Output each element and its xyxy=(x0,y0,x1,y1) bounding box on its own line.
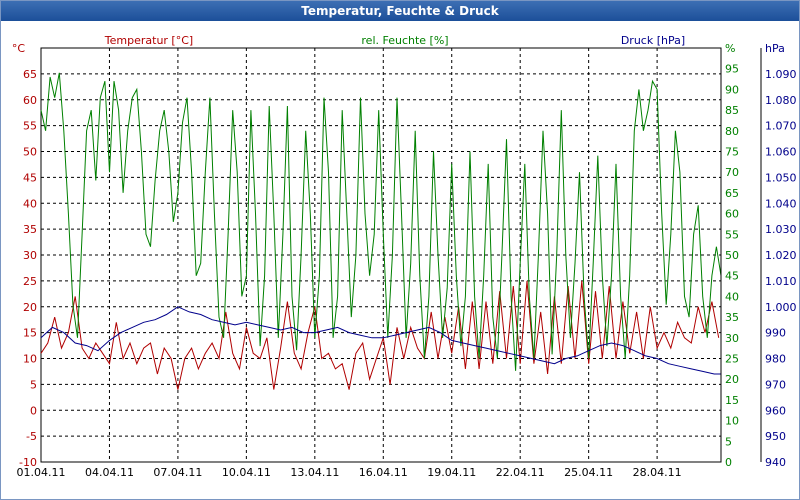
grid xyxy=(41,48,721,462)
x-tick-label: 01.04.11 xyxy=(17,466,66,479)
temperature-tick-label: -10 xyxy=(19,456,37,469)
x-tick-label: 13.04.11 xyxy=(290,466,339,479)
temperature-tick-label: 20 xyxy=(23,301,37,314)
pressure-tick-label: 970 xyxy=(765,378,786,391)
humidity-tick-label: 90 xyxy=(725,83,739,96)
x-tick-label: 28.04.11 xyxy=(633,466,682,479)
humidity-tick-label: 10 xyxy=(725,415,739,428)
pressure-tick-label: 1.000 xyxy=(765,301,797,314)
humidity-tick-label: 0 xyxy=(725,456,732,469)
humidity-tick-label: 65 xyxy=(725,187,739,200)
humidity-tick-label: 15 xyxy=(725,394,739,407)
pressure-tick-label: 1.050 xyxy=(765,171,797,184)
pressure-tick-label: 990 xyxy=(765,327,786,340)
pressure-tick-label: 980 xyxy=(765,353,786,366)
pressure-tick-label: 1.090 xyxy=(765,68,797,81)
humidity-tick-label: 75 xyxy=(725,146,739,159)
pressure-tick-label: 960 xyxy=(765,404,786,417)
pressure-tick-label: 1.030 xyxy=(765,223,797,236)
temperature-tick-label: 10 xyxy=(23,353,37,366)
humidity-tick-label: 40 xyxy=(725,290,739,303)
humidity-tick-label: 60 xyxy=(725,208,739,221)
x-tick-label: 10.04.11 xyxy=(222,466,271,479)
pressure-unit: hPa xyxy=(765,42,785,55)
x-tick-label: 16.04.11 xyxy=(359,466,408,479)
humidity-tick-label: 80 xyxy=(725,125,739,138)
temperature-tick-label: 30 xyxy=(23,249,37,262)
humidity-tick-label: 50 xyxy=(725,249,739,262)
window-title: Temperatur, Feuchte & Druck xyxy=(1,1,799,21)
temperature-tick-label: 65 xyxy=(23,68,37,81)
temperature-tick-label: 15 xyxy=(23,327,37,340)
humidity-tick-label: 45 xyxy=(725,270,739,283)
temperature-axis-label: Temperatur [°C] xyxy=(104,34,193,47)
x-tick-label: 19.04.11 xyxy=(427,466,476,479)
humidity-tick-label: 30 xyxy=(725,332,739,345)
temperature-tick-label: 45 xyxy=(23,171,37,184)
temperature-tick-label: 25 xyxy=(23,275,37,288)
chart-canvas: 01.04.11 04.04.11 07.04.11 10.04.11 13.04.11… xyxy=(12,34,797,479)
pressure-tick-label: 1.040 xyxy=(765,197,797,210)
humidity-axis-label: rel. Feuchte [%] xyxy=(361,34,448,47)
temperature-tick-label: 35 xyxy=(23,223,37,236)
x-tick-label: 25.04.11 xyxy=(564,466,613,479)
pressure-tick-label: 1.010 xyxy=(765,275,797,288)
humidity-tick-label: 70 xyxy=(725,166,739,179)
temperature-tick-label: 0 xyxy=(30,404,37,417)
temperature-unit: °C xyxy=(12,42,26,55)
axes-layer: 01.04.11 04.04.11 07.04.11 10.04.11 13.04.11… xyxy=(12,34,797,479)
temperature-tick-label: 40 xyxy=(23,197,37,210)
pressure-tick-label: 950 xyxy=(765,430,786,443)
x-tick-label: 22.04.11 xyxy=(496,466,545,479)
temperature-tick-label: 5 xyxy=(30,378,37,391)
humidity-unit: % xyxy=(725,42,735,55)
temperature-tick-label: 50 xyxy=(23,146,37,159)
pressure-axis-label: Druck [hPa] xyxy=(621,34,685,47)
humidity-tick-label: 35 xyxy=(725,311,739,324)
humidity-tick-label: 20 xyxy=(725,373,739,386)
humidity-tick-label: 25 xyxy=(725,353,739,366)
x-tick-label: 07.04.11 xyxy=(153,466,202,479)
pressure-tick-label: 1.080 xyxy=(765,94,797,107)
pressure-tick-label: 940 xyxy=(765,456,786,469)
pressure-tick-label: 1.060 xyxy=(765,146,797,159)
series-line-pressure xyxy=(40,306,721,375)
humidity-tick-label: 95 xyxy=(725,63,739,76)
temperature-tick-label: 60 xyxy=(23,94,37,107)
series-layer xyxy=(40,72,722,390)
temperature-tick-label: -5 xyxy=(26,430,37,443)
series-line-humidity xyxy=(40,72,722,371)
pressure-tick-label: 1.020 xyxy=(765,249,797,262)
x-tick-label: 04.04.11 xyxy=(85,466,134,479)
humidity-tick-label: 5 xyxy=(725,435,732,448)
temperature-tick-label: 55 xyxy=(23,120,37,133)
pressure-tick-label: 1.070 xyxy=(765,120,797,133)
humidity-tick-label: 85 xyxy=(725,104,739,117)
humidity-tick-label: 55 xyxy=(725,228,739,241)
